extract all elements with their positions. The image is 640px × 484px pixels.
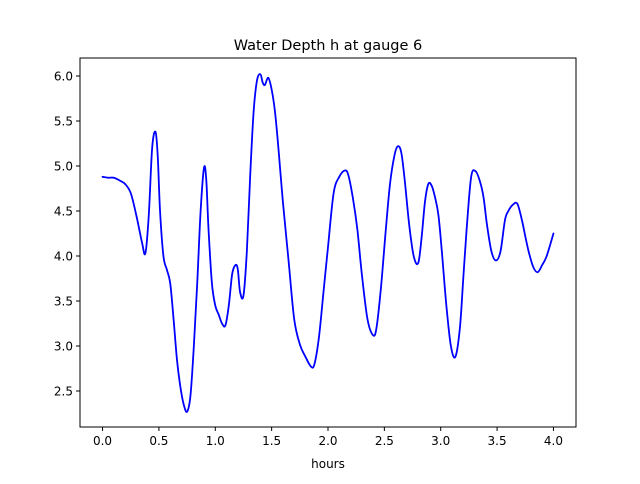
x-axis-title: hours <box>311 457 345 471</box>
y-tick-label: 2.5 <box>54 385 73 399</box>
x-tick-label: 0.0 <box>93 434 112 448</box>
x-tick-label: 1.5 <box>262 434 281 448</box>
y-tick-label: 3.0 <box>54 340 73 354</box>
x-tick-label: 2.5 <box>375 434 394 448</box>
x-tick-label: 0.5 <box>149 434 168 448</box>
y-tick-label: 5.0 <box>54 160 73 174</box>
x-tick-label: 3.5 <box>488 434 507 448</box>
x-tick-label: 1.0 <box>206 434 225 448</box>
chart-title: Water Depth h at gauge 6 <box>234 38 422 54</box>
y-tick-label: 6.0 <box>54 70 73 84</box>
y-tick-label: 4.0 <box>54 250 73 264</box>
x-tick-label: 4.0 <box>544 434 563 448</box>
series-line-0 <box>101 73 555 413</box>
y-tick-label: 4.5 <box>54 205 73 219</box>
y-tick-label: 5.5 <box>54 115 73 129</box>
plot-area: 0.0 0.5 1.0 1.5 2.0 2.5 3.0 3.5 4.0 2.5 3.0 3.5 4.0 4… <box>54 57 577 448</box>
x-tick-label: 3.0 <box>431 434 450 448</box>
y-tick-label: 3.5 <box>54 295 73 309</box>
x-tick-label: 2.0 <box>318 434 337 448</box>
